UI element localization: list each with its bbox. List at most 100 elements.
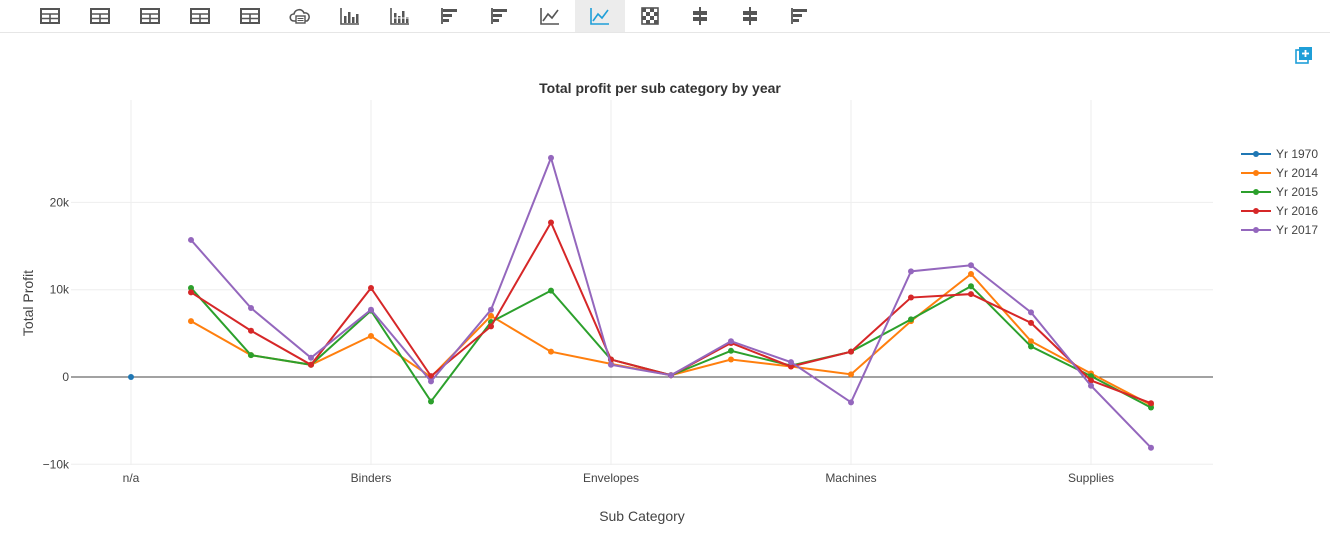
legend-item[interactable]: Yr 2017: [1241, 223, 1318, 237]
add-to-report-button[interactable]: [1294, 45, 1314, 65]
table-icon: [240, 8, 260, 24]
data-point: [248, 352, 254, 359]
legend-label: Yr 2016: [1276, 204, 1318, 218]
series-yr-2015: [188, 283, 1154, 411]
table-icon: [190, 8, 210, 24]
data-point: [968, 291, 974, 298]
cloud-icon: [288, 7, 312, 25]
data-point: [968, 262, 974, 269]
legend-label: Yr 2014: [1276, 166, 1318, 180]
toolbar-button-line-chart[interactable]: [525, 0, 575, 32]
toolbar-button-stacked-bar[interactable]: [375, 0, 425, 32]
toolbar-button-horizontal-bar[interactable]: [775, 0, 825, 32]
toolbar-button-table[interactable]: [225, 0, 275, 32]
toolbar-button-table[interactable]: [25, 0, 75, 32]
data-point: [188, 236, 194, 243]
data-point: [728, 356, 734, 363]
y-axis-title: Total Profit: [20, 270, 36, 336]
toolbar-button-table[interactable]: [175, 0, 225, 32]
gridlines: [71, 100, 1213, 465]
data-point: [248, 327, 254, 334]
toolbar-button-bar-chart[interactable]: [325, 0, 375, 32]
data-point: [548, 154, 554, 161]
table-icon: [90, 8, 110, 24]
horizontal-bar-icon: [791, 7, 809, 25]
toolbar-button-line-chart[interactable]: [575, 0, 625, 32]
data-point: [488, 306, 494, 313]
data-point: [668, 372, 674, 379]
data-point: [188, 318, 194, 325]
toolbar-button-table[interactable]: [75, 0, 125, 32]
x-tick-label: Machines: [825, 471, 876, 485]
data-point: [1088, 382, 1094, 389]
data-point: [308, 361, 314, 368]
toolbar-button-box-plot[interactable]: [675, 0, 725, 32]
data-point: [128, 374, 134, 380]
legend-label: Yr 1970: [1276, 147, 1318, 161]
data-point: [368, 284, 374, 291]
legend-swatch-marker: [1253, 170, 1259, 176]
box-plot-icon: [691, 6, 709, 26]
toolbar-button-box-plot[interactable]: [725, 0, 775, 32]
data-point: [428, 378, 434, 385]
legend-swatch-marker: [1253, 189, 1259, 195]
data-point: [368, 332, 374, 339]
toolbar-button-table[interactable]: [125, 0, 175, 32]
table-icon: [140, 8, 160, 24]
line-chart: Total profit per sub category by year −10…: [20, 80, 1318, 524]
legend-swatch-marker: [1253, 151, 1259, 157]
data-point: [728, 347, 734, 354]
legend-item[interactable]: Yr 2016: [1241, 204, 1318, 218]
y-tick-label: −10k: [43, 457, 70, 471]
data-point: [368, 306, 374, 313]
series-yr-1970: [128, 374, 134, 380]
data-point: [188, 289, 194, 296]
data-point: [1088, 373, 1094, 380]
add-to-report-icon: [1295, 47, 1312, 64]
legend-label: Yr 2015: [1276, 185, 1318, 199]
bar-chart-icon: [340, 7, 360, 25]
y-tick-label: 20k: [50, 195, 70, 209]
data-point: [608, 361, 614, 368]
x-tick-label: Binders: [351, 471, 392, 485]
box-plot-icon: [741, 6, 759, 26]
data-point: [1148, 404, 1154, 411]
horizontal-bar-icon: [491, 7, 509, 25]
data-point: [908, 316, 914, 323]
data-point: [788, 363, 794, 370]
data-point: [1088, 377, 1094, 384]
toolbar-button-heatmap[interactable]: [625, 0, 675, 32]
series-line: [190, 154, 1152, 449]
chart-title: Total profit per sub category by year: [539, 80, 781, 96]
data-point: [1028, 338, 1034, 345]
legend-item[interactable]: Yr 2015: [1241, 185, 1318, 199]
horizontal-bar-icon: [441, 7, 459, 25]
toolbar-button-horizontal-bar[interactable]: [475, 0, 525, 32]
toolbar-button-horizontal-bar[interactable]: [425, 0, 475, 32]
legend: Yr 1970 Yr 2014 Yr 2015 Yr 2016 Yr 2017: [1241, 147, 1318, 237]
y-tick-label: 0: [62, 370, 69, 384]
stacked-bar-icon: [390, 7, 410, 25]
legend-item[interactable]: Yr 1970: [1241, 147, 1318, 161]
data-point: [488, 312, 494, 319]
legend-label: Yr 2017: [1276, 223, 1318, 237]
x-tick-label: n/a: [123, 471, 140, 485]
data-point: [908, 268, 914, 275]
legend-item[interactable]: Yr 2014: [1241, 166, 1318, 180]
data-point: [188, 284, 194, 291]
data-point: [1028, 343, 1034, 350]
series-yr-2017: [188, 154, 1154, 451]
data-point: [308, 354, 314, 361]
x-axis-title: Sub Category: [599, 508, 685, 524]
data-point: [248, 305, 254, 312]
data-point: [1028, 309, 1034, 316]
data-point: [428, 373, 434, 380]
toolbar-button-cloud[interactable]: [275, 0, 325, 32]
data-point: [908, 294, 914, 301]
x-tick-label: Envelopes: [583, 471, 639, 485]
data-point: [848, 399, 854, 406]
data-point: [1148, 444, 1154, 451]
heatmap-icon: [641, 7, 659, 25]
line-chart-icon: [590, 7, 610, 25]
x-tick-label: Supplies: [1068, 471, 1114, 485]
